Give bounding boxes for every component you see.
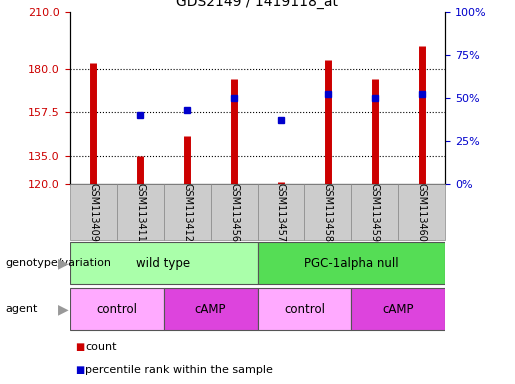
Bar: [258, 242, 445, 284]
Text: PGC-1alpha null: PGC-1alpha null: [304, 257, 399, 270]
Text: GSM113457: GSM113457: [276, 183, 286, 242]
Text: GSM113412: GSM113412: [182, 183, 192, 242]
Bar: [70, 288, 164, 330]
Text: GSM113460: GSM113460: [417, 183, 427, 242]
Text: control: control: [96, 303, 137, 316]
Bar: [304, 184, 352, 240]
Bar: [258, 288, 351, 330]
Text: GSM113459: GSM113459: [370, 183, 380, 242]
Bar: [70, 242, 258, 284]
Text: count: count: [85, 341, 116, 352]
Text: GSM113456: GSM113456: [229, 183, 239, 242]
Text: GSM113458: GSM113458: [323, 183, 333, 242]
Bar: [116, 184, 164, 240]
Text: GSM113411: GSM113411: [135, 183, 145, 242]
Text: cAMP: cAMP: [383, 303, 414, 316]
Bar: [258, 184, 304, 240]
Text: wild type: wild type: [136, 257, 191, 270]
Bar: [352, 184, 399, 240]
Text: ■: ■: [75, 364, 84, 375]
Text: agent: agent: [5, 304, 38, 314]
Text: cAMP: cAMP: [195, 303, 226, 316]
Text: GSM113409: GSM113409: [88, 183, 98, 242]
Title: GDS2149 / 1419118_at: GDS2149 / 1419118_at: [177, 0, 338, 9]
Text: control: control: [284, 303, 325, 316]
Bar: [352, 288, 445, 330]
Text: percentile rank within the sample: percentile rank within the sample: [85, 364, 273, 375]
Bar: [399, 184, 445, 240]
Bar: [164, 184, 211, 240]
Bar: [211, 184, 258, 240]
Bar: [164, 288, 258, 330]
Text: ▶: ▶: [58, 256, 68, 270]
Bar: [70, 184, 116, 240]
Text: ■: ■: [75, 341, 84, 352]
Text: ▶: ▶: [58, 302, 68, 316]
Text: genotype/variation: genotype/variation: [5, 258, 111, 268]
